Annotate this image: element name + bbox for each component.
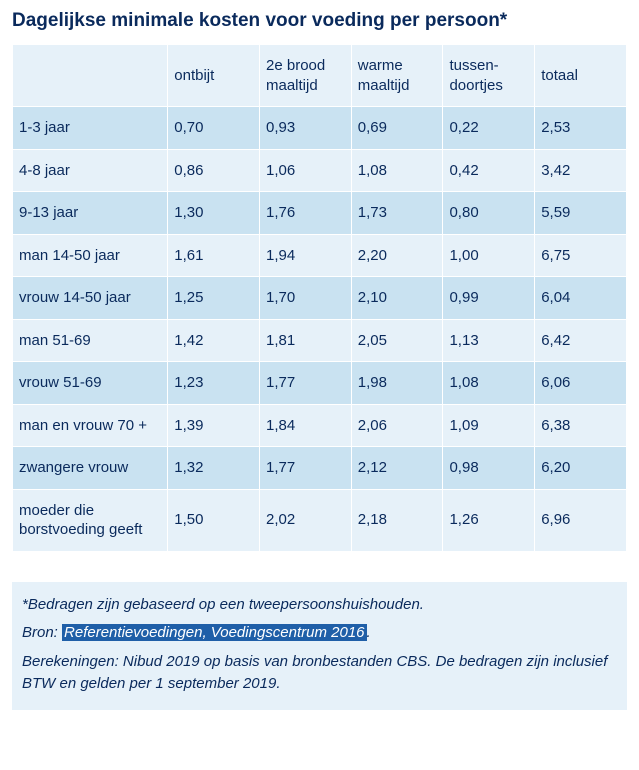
cell-value: 1,25 [168,277,260,320]
page-title: Dagelijkse minimale kosten voor voeding … [12,10,627,32]
cell-value: 1,06 [260,149,352,192]
footnote-prefix: Bron: [22,624,62,641]
cell-value: 1,77 [260,362,352,405]
table-row: man 51-691,421,812,051,136,42 [13,319,627,362]
cell-value: 1,98 [351,362,443,405]
row-label: moeder die borstvoeding geeft [13,489,168,551]
col-header: warme maaltijd [351,45,443,107]
cell-value: 1,73 [351,192,443,235]
cell-value: 0,42 [443,149,535,192]
cell-value: 0,93 [260,107,352,150]
row-label: vrouw 51-69 [13,362,168,405]
cell-value: 0,99 [443,277,535,320]
cell-value: 5,59 [535,192,627,235]
cell-value: 6,42 [535,319,627,362]
footnote-line: Berekeningen: Nibud 2019 op basis van br… [22,651,617,696]
col-header [13,45,168,107]
cell-value: 1,08 [351,149,443,192]
cell-value: 6,38 [535,404,627,447]
footnote-line: Bron: Referentievoedingen, Voedingscentr… [22,622,617,645]
cell-value: 1,84 [260,404,352,447]
col-header: tussen-doortjes [443,45,535,107]
footnotes: *Bedragen zijn gebaseerd op een tweepers… [12,582,627,710]
footnote-suffix: . [367,624,371,641]
row-label: man 14-50 jaar [13,234,168,277]
cell-value: 1,32 [168,447,260,490]
cell-value: 2,12 [351,447,443,490]
cell-value: 0,86 [168,149,260,192]
cell-value: 1,61 [168,234,260,277]
table-row: vrouw 14-50 jaar1,251,702,100,996,04 [13,277,627,320]
row-label: 9-13 jaar [13,192,168,235]
table-row: man en vrouw 70 +1,391,842,061,096,38 [13,404,627,447]
cell-value: 1,26 [443,489,535,551]
cell-value: 2,53 [535,107,627,150]
cell-value: 1,30 [168,192,260,235]
cell-value: 1,42 [168,319,260,362]
table-row: man 14-50 jaar1,611,942,201,006,75 [13,234,627,277]
col-header: ontbijt [168,45,260,107]
cell-value: 0,98 [443,447,535,490]
cell-value: 2,18 [351,489,443,551]
table-row: zwangere vrouw1,321,772,120,986,20 [13,447,627,490]
cell-value: 6,06 [535,362,627,405]
cell-value: 6,75 [535,234,627,277]
row-label: vrouw 14-50 jaar [13,277,168,320]
cell-value: 1,09 [443,404,535,447]
row-label: man 51-69 [13,319,168,362]
source-highlight: Referentievoedingen, Voedingscentrum 201… [62,624,366,641]
cell-value: 1,23 [168,362,260,405]
cell-value: 0,22 [443,107,535,150]
cell-value: 1,13 [443,319,535,362]
cell-value: 3,42 [535,149,627,192]
cell-value: 1,50 [168,489,260,551]
cell-value: 1,76 [260,192,352,235]
table-row: 1-3 jaar0,700,930,690,222,53 [13,107,627,150]
cell-value: 1,94 [260,234,352,277]
cell-value: 2,06 [351,404,443,447]
col-header: 2e brood maaltijd [260,45,352,107]
cell-value: 1,70 [260,277,352,320]
table-row: 9-13 jaar1,301,761,730,805,59 [13,192,627,235]
cell-value: 1,00 [443,234,535,277]
row-label: 1-3 jaar [13,107,168,150]
table-row: vrouw 51-691,231,771,981,086,06 [13,362,627,405]
table-row: moeder die borstvoeding geeft1,502,022,1… [13,489,627,551]
cell-value: 6,20 [535,447,627,490]
cell-value: 2,10 [351,277,443,320]
cell-value: 2,02 [260,489,352,551]
table-body: 1-3 jaar0,700,930,690,222,534-8 jaar0,86… [13,107,627,552]
table-row: 4-8 jaar0,861,061,080,423,42 [13,149,627,192]
row-label: 4-8 jaar [13,149,168,192]
food-cost-table: ontbijt 2e brood maaltijd warme maaltijd… [12,44,627,552]
cell-value: 0,70 [168,107,260,150]
cell-value: 1,39 [168,404,260,447]
cell-value: 2,20 [351,234,443,277]
cell-value: 1,77 [260,447,352,490]
table-header-row: ontbijt 2e brood maaltijd warme maaltijd… [13,45,627,107]
cell-value: 1,81 [260,319,352,362]
row-label: zwangere vrouw [13,447,168,490]
cell-value: 1,08 [443,362,535,405]
cell-value: 2,05 [351,319,443,362]
cell-value: 0,80 [443,192,535,235]
col-header: totaal [535,45,627,107]
row-label: man en vrouw 70 + [13,404,168,447]
cell-value: 6,96 [535,489,627,551]
cell-value: 0,69 [351,107,443,150]
footnote-line: *Bedragen zijn gebaseerd op een tweepers… [22,594,617,617]
cell-value: 6,04 [535,277,627,320]
